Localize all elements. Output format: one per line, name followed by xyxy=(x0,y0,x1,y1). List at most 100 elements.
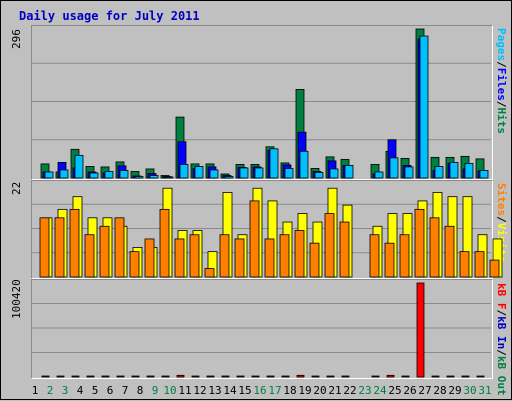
kb-f-bar xyxy=(476,375,485,378)
kb-panel xyxy=(31,279,493,379)
kb-f-bar xyxy=(311,375,320,378)
pages-bar xyxy=(119,170,129,179)
pages-bar xyxy=(254,167,264,179)
chart-title: Daily usage for July 2011 xyxy=(19,9,200,23)
sites-bar xyxy=(474,251,485,278)
day-label: 2 xyxy=(47,384,54,397)
sites-bar xyxy=(84,234,95,278)
kb-f-bar xyxy=(386,374,395,378)
kb-f-bar xyxy=(461,375,470,378)
kb-f-bar xyxy=(116,375,125,378)
sites-bar xyxy=(294,230,305,278)
kb-f-bar xyxy=(296,374,305,378)
day-label: 7 xyxy=(122,384,129,397)
pages-bar xyxy=(239,167,249,179)
kb-f-bar xyxy=(86,375,95,378)
pages-bar xyxy=(434,166,444,179)
sites-bar xyxy=(339,221,350,278)
day-label: 24 xyxy=(373,384,387,397)
pages-bar xyxy=(404,166,414,179)
pages-bar xyxy=(149,175,159,179)
pages-bar xyxy=(74,154,84,179)
day-label: 26 xyxy=(403,384,416,397)
sites-bar xyxy=(54,217,65,278)
day-label: 16 xyxy=(253,384,266,397)
day-label: 31 xyxy=(478,384,491,397)
pages-bar xyxy=(314,172,324,179)
sites-bar xyxy=(234,238,245,278)
day-label: 5 xyxy=(92,384,99,397)
kb-f-bar xyxy=(131,375,140,378)
sites-bar xyxy=(249,200,260,278)
sites-bar xyxy=(444,225,455,278)
pages-bar xyxy=(164,176,174,179)
sites-bar xyxy=(129,251,140,278)
day-label: 12 xyxy=(193,384,206,397)
day-label: 1 xyxy=(32,384,39,397)
day-label: 13 xyxy=(208,384,221,397)
pages-bar xyxy=(389,157,399,179)
sites-bar xyxy=(99,225,110,278)
day-label: 8 xyxy=(137,384,144,397)
day-label: 9 xyxy=(152,384,159,397)
pages-bar xyxy=(44,171,54,179)
kb-f-bar xyxy=(446,375,455,378)
sites-bar xyxy=(144,238,155,278)
pages-bar xyxy=(419,35,429,179)
day-label: 17 xyxy=(268,384,281,397)
sites-bar xyxy=(69,208,80,278)
kb-f-bar xyxy=(371,375,380,378)
pages-bar xyxy=(89,172,99,179)
kb-f-bar xyxy=(161,375,170,378)
day-label: 22 xyxy=(343,384,356,397)
kb-f-bar xyxy=(236,375,245,378)
sites-bar xyxy=(219,234,230,278)
pages-bar xyxy=(224,176,234,179)
day-label: 19 xyxy=(298,384,311,397)
kb-f-bar xyxy=(206,375,215,378)
pages-bar xyxy=(449,161,459,179)
kb-f-bar xyxy=(221,375,230,378)
sites-bar xyxy=(204,268,215,278)
sites-bar xyxy=(399,234,410,278)
pages-bar xyxy=(209,169,219,179)
kb-f-bar xyxy=(401,375,410,378)
day-label: 15 xyxy=(238,384,251,397)
sites-bar xyxy=(159,208,170,278)
sites-bar xyxy=(39,217,50,278)
kb-f-bar xyxy=(251,375,260,378)
day-label: 10 xyxy=(163,384,176,397)
sites-bar xyxy=(174,238,185,278)
kb-f-bar xyxy=(416,282,425,378)
kb-f-bar xyxy=(326,375,335,378)
pages-bar xyxy=(269,148,279,179)
day-label: 11 xyxy=(178,384,191,397)
day-label: 20 xyxy=(313,384,326,397)
day-label: 14 xyxy=(223,384,237,397)
pages-bar xyxy=(299,150,309,179)
kb-f-bar xyxy=(191,375,200,378)
day-label: 27 xyxy=(418,384,431,397)
sites-bar xyxy=(309,242,320,278)
pages-bar xyxy=(194,166,204,179)
kb-f-bar xyxy=(41,375,50,378)
pages-bar xyxy=(104,171,114,179)
pages-bar xyxy=(59,169,69,179)
day-label: 30 xyxy=(463,384,476,397)
day-label: 23 xyxy=(358,384,371,397)
sites-bar xyxy=(279,234,290,278)
day-label: 4 xyxy=(77,384,84,397)
kb-f-bar xyxy=(266,375,275,378)
sites-bar xyxy=(189,234,200,278)
sites-bar xyxy=(369,234,380,278)
sites-bar xyxy=(384,242,395,278)
sites-bar xyxy=(429,217,440,278)
sites-bar xyxy=(264,238,275,278)
sites-bar xyxy=(114,217,125,278)
kb-f-bar xyxy=(146,375,155,378)
day-label: 28 xyxy=(433,384,446,397)
day-label: 6 xyxy=(107,384,114,397)
sites-bar xyxy=(324,213,335,278)
pages-bar xyxy=(134,176,144,179)
